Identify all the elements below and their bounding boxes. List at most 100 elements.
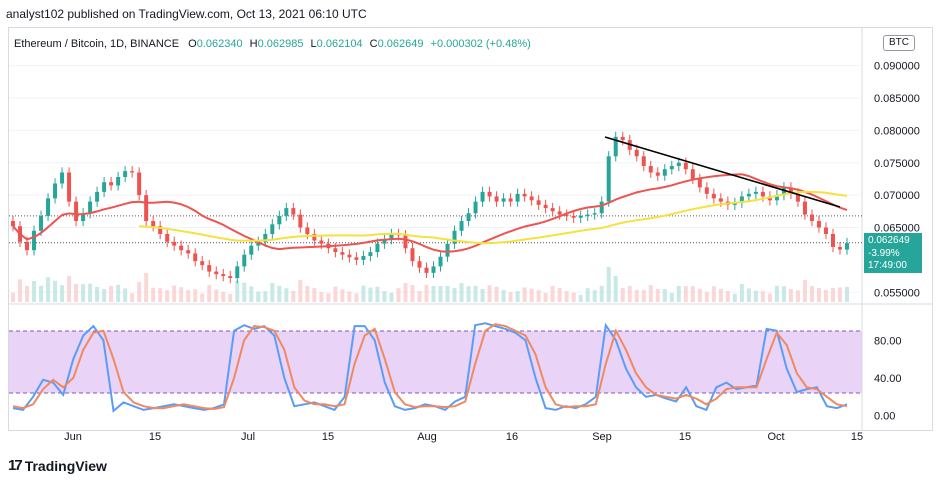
volume-bar: [557, 288, 562, 302]
chart-frame[interactable]: [8, 27, 933, 431]
stoch-tick-label: 80.00: [874, 335, 902, 347]
candle-body: [32, 230, 37, 251]
time-tick-label: 15: [851, 431, 863, 443]
high-value: 0.062985: [258, 38, 304, 50]
candle-body: [81, 213, 86, 222]
candle-body: [606, 156, 611, 202]
volume-bar: [466, 286, 471, 302]
volume-bar: [732, 293, 737, 302]
candle-body: [291, 208, 296, 215]
candle-body: [221, 274, 226, 277]
tradingview-footer[interactable]: 17 TradingView: [8, 457, 107, 474]
volume-bar: [88, 283, 93, 302]
volume-bar: [11, 292, 15, 302]
currency-badge[interactable]: BTC: [883, 35, 915, 51]
volume-bar: [235, 280, 240, 302]
volume-bar: [683, 286, 688, 302]
candle-body: [781, 187, 786, 196]
candle-body: [466, 213, 471, 222]
volume-bar: [193, 289, 198, 302]
volume-bar: [487, 285, 492, 302]
volume-bar: [165, 290, 170, 302]
price-tick-label: 0.090000: [874, 61, 920, 73]
high-label: H: [250, 38, 258, 50]
candle-body: [88, 201, 93, 214]
symbol-label: Ethereum / Bitcoin, 1D, BINANCE: [14, 38, 179, 50]
volume-bar: [151, 287, 156, 302]
volume-bar: [697, 288, 702, 302]
candle-body: [830, 234, 835, 247]
candle-body: [648, 166, 653, 173]
stochastic-lines: [12, 322, 848, 413]
volume-bar: [354, 293, 359, 302]
volume-bar: [410, 285, 415, 302]
candle-body: [760, 191, 765, 197]
volume-bar: [361, 285, 366, 302]
candle-body: [536, 200, 541, 205]
candle-body: [669, 166, 674, 170]
volume-bar: [515, 291, 520, 302]
volume-bar: [648, 285, 653, 302]
candle-body: [837, 246, 842, 250]
moving-averages: [12, 173, 848, 253]
volume-bar: [571, 292, 576, 302]
candle-body: [109, 182, 114, 186]
open-value: 0.062340: [197, 38, 243, 50]
candle-body: [788, 187, 793, 194]
volume-bar: [347, 291, 352, 302]
ma-fast-line: [12, 173, 848, 253]
volume-bar: [480, 289, 485, 302]
volume-bar: [837, 287, 842, 302]
stoch-tick-label: 40.00: [874, 373, 902, 385]
candle-body: [515, 193, 520, 202]
candle-body: [522, 193, 527, 197]
volume-bar: [634, 290, 639, 302]
volume-bar: [326, 293, 331, 302]
volume-bar: [620, 288, 625, 302]
volume-bar: [508, 292, 513, 302]
volume-bar: [578, 294, 583, 302]
publisher-line: analyst102 published on TradingView.com,…: [6, 7, 367, 21]
candle-body: [676, 162, 681, 166]
candle-body: [193, 253, 198, 262]
last-price-tag: 0.062649 -3.99% 17:49:00: [864, 233, 922, 273]
volume-bar: [774, 285, 779, 302]
candle-body: [95, 191, 100, 202]
candle-body: [592, 213, 597, 215]
volume-bar: [627, 286, 632, 302]
volume-bar: [81, 284, 86, 302]
volume-bar: [445, 286, 450, 302]
low-value: 0.062104: [317, 38, 363, 50]
candle-body: [585, 214, 590, 216]
volume-bar: [67, 276, 72, 302]
volume-bar: [690, 286, 695, 302]
volume-bar: [669, 293, 674, 302]
volume-bar: [438, 286, 443, 302]
time-tick-label: Oct: [767, 431, 784, 443]
time-tick-label: 15: [149, 431, 161, 443]
time-tick-label: 15: [322, 431, 334, 443]
volume-bar: [424, 284, 429, 302]
volume-bar: [830, 288, 835, 302]
candle-body: [256, 241, 261, 246]
volume-bar: [263, 291, 268, 302]
volume-bar: [676, 286, 681, 302]
volume-bar: [564, 291, 569, 302]
volume-bar: [312, 288, 317, 302]
volume-bar: [25, 285, 30, 302]
candle-body: [417, 261, 422, 268]
candle-body: [452, 230, 457, 244]
volume-bar: [543, 293, 548, 302]
candle-body: [354, 257, 359, 260]
candle-body: [424, 267, 429, 273]
volume-bar: [599, 285, 604, 302]
volume-bar: [144, 273, 149, 302]
candle-body: [494, 196, 499, 202]
candle-body: [67, 172, 72, 202]
volume-bar: [788, 289, 793, 302]
candle-body: [214, 271, 219, 275]
candle-body: [200, 261, 205, 266]
volume-bar: [277, 285, 282, 302]
volume-bar: [536, 290, 541, 302]
